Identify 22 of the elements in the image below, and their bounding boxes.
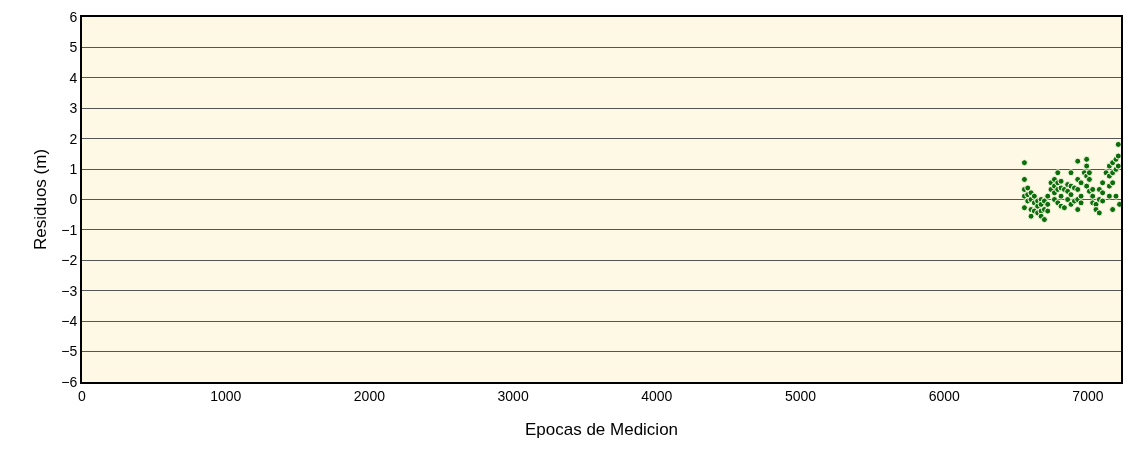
y-tick-label: 6	[69, 8, 78, 25]
x-tick-label: 3000	[497, 387, 529, 404]
y-tick-label: −3	[61, 282, 78, 299]
y-tick-label: 1	[69, 160, 78, 177]
y-tick-label: −6	[61, 373, 78, 390]
y-tick-label: 3	[69, 100, 78, 117]
y-tick-label: 4	[69, 69, 78, 86]
y-tick-label: −5	[61, 343, 78, 360]
x-tick-label: 7000	[1072, 387, 1104, 404]
x-tick-label: 6000	[928, 387, 961, 404]
y-tick-label: −2	[61, 252, 78, 269]
y-tick-label: 2	[69, 130, 78, 147]
y-tick-label: −4	[61, 313, 78, 330]
y-axis-title: Residuos (m)	[31, 148, 51, 251]
x-tick-label: 5000	[784, 387, 817, 404]
y-tick-label: 5	[69, 39, 78, 56]
y-tick-label: −1	[61, 221, 78, 238]
x-tick-label: 1000	[210, 387, 242, 404]
x-tick-label: 2000	[353, 387, 386, 404]
y-tick-label: 0	[69, 191, 78, 208]
x-axis-title: Epocas de Medicion	[524, 419, 679, 439]
x-tick-label: 4000	[641, 387, 673, 404]
